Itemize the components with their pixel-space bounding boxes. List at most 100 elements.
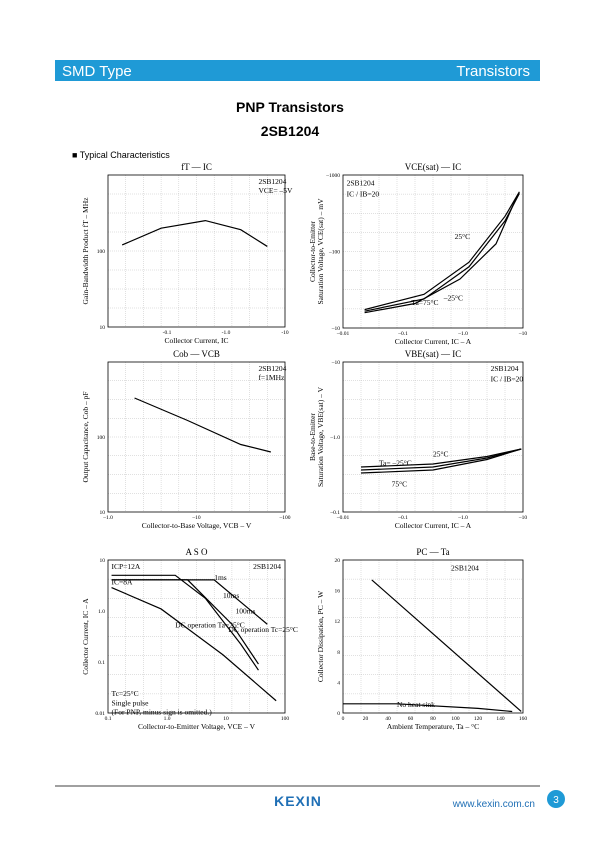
y-axis-label: Output Capacitance, Cob – pF: [81, 391, 90, 482]
annotation: 75°C: [392, 480, 408, 489]
y-tick-label: 20: [335, 558, 341, 564]
y-tick-label: 0: [337, 711, 340, 717]
annotation: 10ms: [223, 591, 239, 600]
y-axis-label: Collector Dissipation, PC – W: [316, 590, 325, 682]
y-axis-label: Collector-to-Emitter: [308, 220, 317, 282]
title: PNP Transistors: [236, 99, 344, 115]
plot-frame: [342, 174, 524, 329]
annotation: 2SB1204: [258, 364, 286, 373]
x-tick-label: –0.1: [397, 331, 408, 337]
y-tick-label: 100: [97, 435, 106, 441]
x-tick-label: 1.0: [164, 716, 171, 722]
annotation: Ta= –25°C: [379, 459, 412, 468]
url: www.kexin.com.cn: [452, 799, 535, 810]
annotation: 25°C: [455, 232, 471, 241]
annotation: Tc=25°C: [112, 689, 139, 698]
x-tick-label: –100: [279, 515, 291, 521]
x-tick-label: –1.0: [102, 515, 113, 521]
curve: [371, 579, 522, 712]
x-axis-label: Collector-to-Emitter Voltage, VCE – V: [138, 722, 256, 731]
plot-frame: [342, 361, 524, 513]
x-tick-label: -1.0: [222, 330, 231, 336]
section-title: ■ Typical Characteristics: [72, 150, 170, 160]
x-axis-label: Collector Current, IC: [165, 336, 229, 345]
y-tick-label: 100: [97, 249, 106, 255]
graph-title: PC — Ta: [416, 547, 449, 557]
y-axis-label: Collector Current, IC – A: [81, 598, 90, 675]
x-tick-label: 0: [342, 716, 345, 722]
y-tick-label: 8: [337, 650, 340, 656]
curve: [111, 586, 277, 702]
curve: [111, 579, 259, 665]
y-tick-label: –100: [328, 250, 340, 256]
y-tick-label: 0.1: [98, 660, 105, 666]
annotation: IC=8A: [112, 577, 133, 586]
y-tick-label: –0.1: [329, 510, 340, 516]
annotation: Ta=75°C: [411, 298, 438, 307]
y-tick-label: 4: [337, 680, 340, 686]
annotation: –25°C: [443, 293, 463, 302]
y-tick-label: –10: [331, 326, 341, 332]
annotation: 100ms: [235, 606, 255, 615]
y-tick-label: 16: [335, 589, 341, 595]
annotation: f=1MHz: [258, 373, 285, 382]
x-axis-label: Collector Current, IC – A: [395, 521, 472, 530]
y-tick-label: –1.0: [329, 435, 340, 441]
annotation: 25°C: [433, 450, 449, 459]
annotation: VCE= –5V: [258, 186, 293, 195]
x-tick-label: 140: [496, 716, 505, 722]
y-axis-label: Gain-Bandwidth Product fT – MHz: [81, 197, 90, 305]
annotation: DC operation Tc=25°C: [228, 625, 297, 634]
x-tick-label: –1.0: [457, 515, 468, 521]
header-bar: [55, 60, 540, 81]
annotation: IC / IB=20: [491, 375, 524, 384]
page-badge: [547, 790, 565, 808]
x-axis-label: Collector Current, IC – A: [395, 337, 472, 346]
y-axis-label: Saturation Voltage, VBE(sat) – V: [316, 386, 325, 487]
annotation: IC / IB=20: [347, 189, 380, 198]
curve: [364, 194, 519, 314]
annotation: Single pulse: [112, 698, 150, 707]
y-tick-label: 10: [100, 510, 106, 516]
x-tick-label: –10: [518, 515, 528, 521]
x-tick-label: 100: [451, 716, 460, 722]
header-right: Transistors: [456, 63, 530, 80]
x-tick-label: 120: [474, 716, 483, 722]
x-tick-label: 10: [223, 716, 229, 722]
curve: [364, 191, 520, 311]
curve: [343, 703, 513, 713]
y-tick-label: 12: [335, 619, 341, 625]
x-tick-label: 80: [430, 716, 436, 722]
annotation: DC operation Ta=25°C: [175, 620, 244, 629]
x-tick-label: –0.1: [397, 515, 408, 521]
x-axis-label: Collector-to-Base Voltage, VCB – V: [142, 521, 252, 530]
x-tick-label: 20: [363, 716, 369, 722]
curve: [134, 397, 271, 453]
x-tick-label: –10: [518, 331, 528, 337]
curve: [360, 448, 522, 471]
graph-title: A S O: [185, 547, 208, 557]
x-tick-label: 60: [408, 716, 414, 722]
curve: [360, 448, 522, 468]
plot-frame: [107, 174, 286, 328]
x-tick-label: –0.01: [336, 331, 350, 337]
x-tick-label: -10: [281, 330, 289, 336]
graph-title: fT — IC: [181, 162, 212, 172]
part-number: 2SB1204: [261, 123, 320, 139]
y-tick-label: 10: [100, 325, 106, 331]
y-axis-label: Base-to-Emitter: [308, 413, 317, 461]
y-tick-label: –1000: [325, 173, 340, 179]
graph-title: VCE(sat) — IC: [405, 162, 462, 172]
x-tick-label: 100: [281, 716, 290, 722]
curve: [121, 219, 268, 247]
curve: [360, 448, 522, 474]
annotation: 2SB1204: [347, 179, 375, 188]
header-left: SMD Type: [62, 63, 132, 80]
x-tick-label: 0.1: [105, 716, 112, 722]
y-tick-label: 10: [100, 558, 106, 564]
annotation: 2SB1204: [253, 562, 281, 571]
y-axis-label: Saturation Voltage, VCE(sat) – mV: [316, 198, 325, 305]
y-tick-label: 0.01: [95, 711, 105, 717]
annotation: No heat sink: [397, 700, 435, 709]
